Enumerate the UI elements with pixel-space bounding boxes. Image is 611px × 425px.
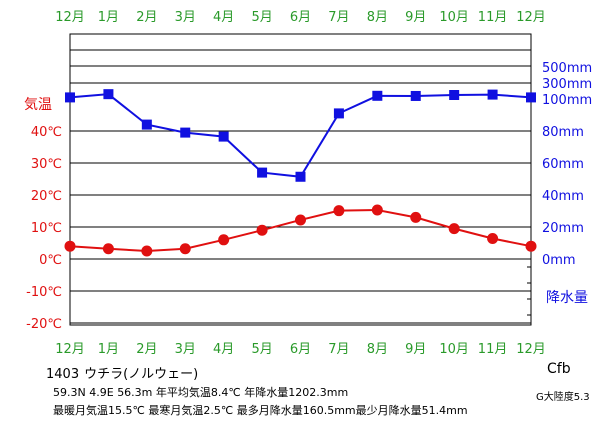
temp-point [333,205,345,217]
precip-point [372,90,383,101]
temp-tick-label: 40℃ [31,125,62,140]
temp-point [525,240,537,252]
precip-tick-label: 300mm [542,77,592,92]
precip-point [526,92,536,103]
month-label-top: 12月 [55,10,85,25]
precip-point [257,167,268,178]
station-elevation: 56.3m [117,386,153,399]
precip-axis-label: 降水量 [546,290,588,306]
month-label-bottom: 12月 [516,342,546,357]
month-label-top: 10月 [439,10,469,25]
month-label-top: 6月 [290,10,311,25]
precip-tick-label: 60mm [542,157,584,172]
month-label-top: 1月 [98,10,119,25]
month-label-bottom: 7月 [328,342,349,357]
precip-tick-label: 80mm [542,125,584,140]
plot-frame [69,33,532,326]
temp-point [218,234,230,246]
station-lat: 59.3N [53,386,86,399]
precip-point [487,89,498,100]
precip-point [333,108,344,119]
precip-point [180,127,191,138]
station-name: ウチラ(ノルウェー) [84,367,199,382]
month-label-bottom: 2月 [136,342,157,357]
station-id: 1403 [46,367,80,382]
month-label-bottom: 8月 [367,342,388,357]
precip-point [65,92,75,103]
precip-point [449,90,460,100]
precip-point [295,171,306,182]
precip-point [141,119,152,130]
temp-point [141,245,153,257]
temp-point [179,243,191,255]
month-label-bottom: 5月 [251,342,272,357]
month-label-top: 2月 [136,10,157,25]
precip-tick-label: 40mm [542,189,584,204]
month-label-top: 11月 [478,10,508,25]
temp-point [487,233,499,245]
station-lon: 4.9E [89,386,114,399]
precip-tick-label: 500mm [542,61,592,76]
precip-point [410,90,421,101]
temp-tick-label: 20℃ [31,189,62,204]
precip-point [218,131,229,142]
month-label-bottom: 6月 [290,342,311,357]
temp-point [295,214,306,226]
month-label-top: 4月 [213,10,234,25]
warmest-month-temp: 最暖月気温15.5℃ [53,404,145,417]
month-label-top: 9月 [405,10,426,25]
month-label-bottom: 9月 [405,342,426,357]
month-label-top: 12月 [516,10,546,25]
koppen-class: Cfb [547,361,571,377]
annual-temp: 年平均気温8.4℃ [155,386,241,399]
temp-point [371,204,383,216]
temp-tick-label: -20℃ [26,317,62,332]
temp-tick-label: 30℃ [31,157,62,172]
temp-tick-label: 0℃ [39,253,62,268]
month-label-bottom: 10月 [439,342,469,357]
month-label-top: 3月 [175,10,196,25]
temp-point [448,223,460,235]
temp-axis-label: 気温 [24,97,52,113]
precip-tick-label: 0mm [542,253,576,268]
continentality-index: G大陸度5.3 [536,392,590,403]
month-label-top: 8月 [367,10,388,25]
precip-tick-label: 20mm [542,221,584,236]
precip-tick-label: 100mm [542,93,592,108]
station-summary-line-1: 59.3N 4.9E 56.3m 年平均気温8.4℃ 年降水量1202.3mm [53,384,348,400]
temp-point [410,211,422,223]
annual-precip: 年降水量1202.3mm [244,386,349,399]
month-label-bottom: 12月 [55,342,85,357]
temp-tick-label: 10℃ [31,221,62,236]
min-month-precip: 最少月降水量51.4mm [355,404,468,417]
month-label-bottom: 3月 [175,342,196,357]
station-summary-line-2: 最暖月気温15.5℃ 最寒月気温2.5℃ 最多月降水量160.5mm最少月降水量… [53,402,468,418]
coldest-month-temp: 最寒月気温2.5℃ [148,404,234,417]
precip-point [103,89,114,100]
temp-point [102,243,114,255]
max-month-precip: 最多月降水量160.5mm [236,404,356,417]
temp-point [64,240,76,252]
temp-tick-label: -10℃ [26,285,62,300]
month-label-bottom: 1月 [98,342,119,357]
station-title: 1403 ウチラ(ノルウェー) [46,363,198,382]
precip-line [69,93,532,178]
month-label-bottom: 11月 [478,342,508,357]
temp-point [256,224,268,236]
month-label-top: 5月 [251,10,272,25]
month-label-bottom: 4月 [213,342,234,357]
month-label-top: 7月 [328,10,349,25]
